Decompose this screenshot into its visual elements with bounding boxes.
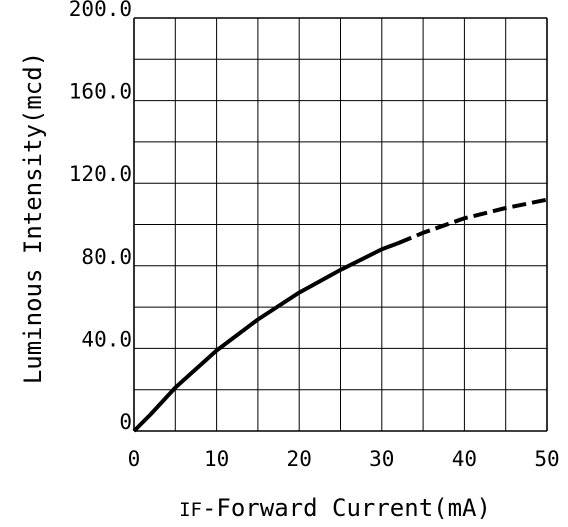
y-tick-label: 80.0 (81, 245, 132, 269)
y-tick-label: 120.0 (69, 162, 132, 186)
y-axis-label: Luminous Intensity(mcd) (19, 52, 47, 384)
x-tick-label: 0 (128, 447, 141, 471)
x-axis-label-text: -Forward Current(mA) (202, 494, 491, 522)
x-tick-label: 20 (287, 447, 312, 471)
y-tick-label: 200.0 (69, 0, 132, 21)
y-tick-label: 160.0 (69, 80, 132, 104)
x-tick-label: 30 (369, 447, 394, 471)
y-tick-label: 0 (119, 410, 132, 434)
y-tick-label: 40.0 (81, 327, 132, 351)
x-tick-label: 50 (534, 447, 559, 471)
x-axis-label-prefix: IF (179, 499, 202, 521)
measured-curve-line (132, 241, 400, 433)
extrapolated-curve-line (397, 197, 548, 245)
x-tick-label: 40 (452, 447, 477, 471)
y-tick-labels: 0 40.0 80.0 120.0 160.0 200.0 (69, 0, 132, 434)
x-tick-label: 10 (204, 447, 229, 471)
x-axis-label: IF-Forward Current(mA) (179, 494, 491, 522)
chart-series (132, 197, 548, 433)
chart-grid (133, 17, 548, 432)
x-tick-labels: 0 10 20 30 40 50 (128, 447, 560, 471)
